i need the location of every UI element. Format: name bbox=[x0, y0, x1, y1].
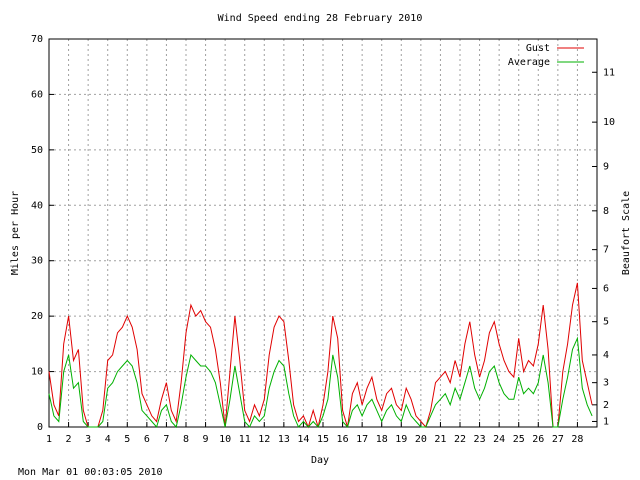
x-tick-label: 7 bbox=[163, 434, 169, 445]
y-tick-label: 70 bbox=[31, 34, 43, 45]
y2-tick-label: 9 bbox=[603, 161, 609, 172]
x-tick-label: 8 bbox=[183, 434, 189, 445]
chart-title: Wind Speed ending 28 February 2010 bbox=[218, 13, 423, 24]
y-tick-label: 30 bbox=[31, 256, 43, 267]
x-tick-label: 22 bbox=[454, 434, 466, 445]
x-tick-label: 25 bbox=[513, 434, 525, 445]
x-tick-label: 23 bbox=[474, 434, 486, 445]
series-line bbox=[48, 336, 593, 429]
y2-tick-label: 7 bbox=[603, 245, 609, 256]
y2-tick-label: 11 bbox=[603, 67, 615, 78]
y2-tick-label: 4 bbox=[603, 350, 609, 361]
y2-tick-label: 10 bbox=[603, 117, 615, 128]
series-line bbox=[48, 282, 593, 429]
x-tick-label: 18 bbox=[376, 434, 388, 445]
x-tick-label: 14 bbox=[297, 434, 309, 445]
x-tick-label: 16 bbox=[337, 434, 349, 445]
x-tick-label: 21 bbox=[434, 434, 446, 445]
y-axis-label: Miles per Hour bbox=[10, 191, 21, 275]
y2-axis-label: Beaufort Scale bbox=[621, 191, 632, 275]
footer: Mon Mar 01 00:03:05 2010 bbox=[18, 467, 163, 478]
y-tick-label: 60 bbox=[31, 89, 43, 100]
x-tick-label: 2 bbox=[66, 434, 72, 445]
x-tick-label: 20 bbox=[415, 434, 427, 445]
legend-label: Average bbox=[508, 57, 550, 68]
x-tick-label: 27 bbox=[552, 434, 564, 445]
y2-tick-label: 6 bbox=[603, 283, 609, 294]
y2-tick-label: 1 bbox=[603, 416, 609, 427]
x-tick-label: 24 bbox=[493, 434, 505, 445]
x-tick-label: 11 bbox=[239, 434, 251, 445]
y2-tick-label: 5 bbox=[603, 317, 609, 328]
x-tick-label: 12 bbox=[258, 434, 270, 445]
x-tick-label: 26 bbox=[532, 434, 544, 445]
x-tick-label: 19 bbox=[395, 434, 407, 445]
y2-tick-label: 2 bbox=[603, 400, 609, 411]
legend-label: Gust bbox=[526, 43, 550, 54]
plot-border bbox=[48, 38, 598, 428]
x-tick-label: 28 bbox=[571, 434, 583, 445]
x-axis-label: Day bbox=[311, 455, 329, 466]
y-tick-label: 40 bbox=[31, 200, 43, 211]
y2-tick-label: 3 bbox=[603, 378, 609, 389]
x-tick-label: 4 bbox=[105, 434, 111, 445]
x-tick-label: 9 bbox=[203, 434, 209, 445]
x-tick-label: 3 bbox=[85, 434, 91, 445]
x-tick-label: 1 bbox=[46, 434, 52, 445]
x-tick-label: 5 bbox=[124, 434, 130, 445]
x-tick-label: 10 bbox=[219, 434, 231, 445]
x-tick-label: 15 bbox=[317, 434, 329, 445]
y-tick-label: 10 bbox=[31, 367, 43, 378]
y2-tick-label: 8 bbox=[603, 206, 609, 217]
y-tick-label: 20 bbox=[31, 311, 43, 322]
x-tick-label: 17 bbox=[356, 434, 368, 445]
y-tick-label: 50 bbox=[31, 145, 43, 156]
x-tick-label: 13 bbox=[278, 434, 290, 445]
x-tick-label: 6 bbox=[144, 434, 150, 445]
y-tick-label: 0 bbox=[37, 422, 43, 433]
